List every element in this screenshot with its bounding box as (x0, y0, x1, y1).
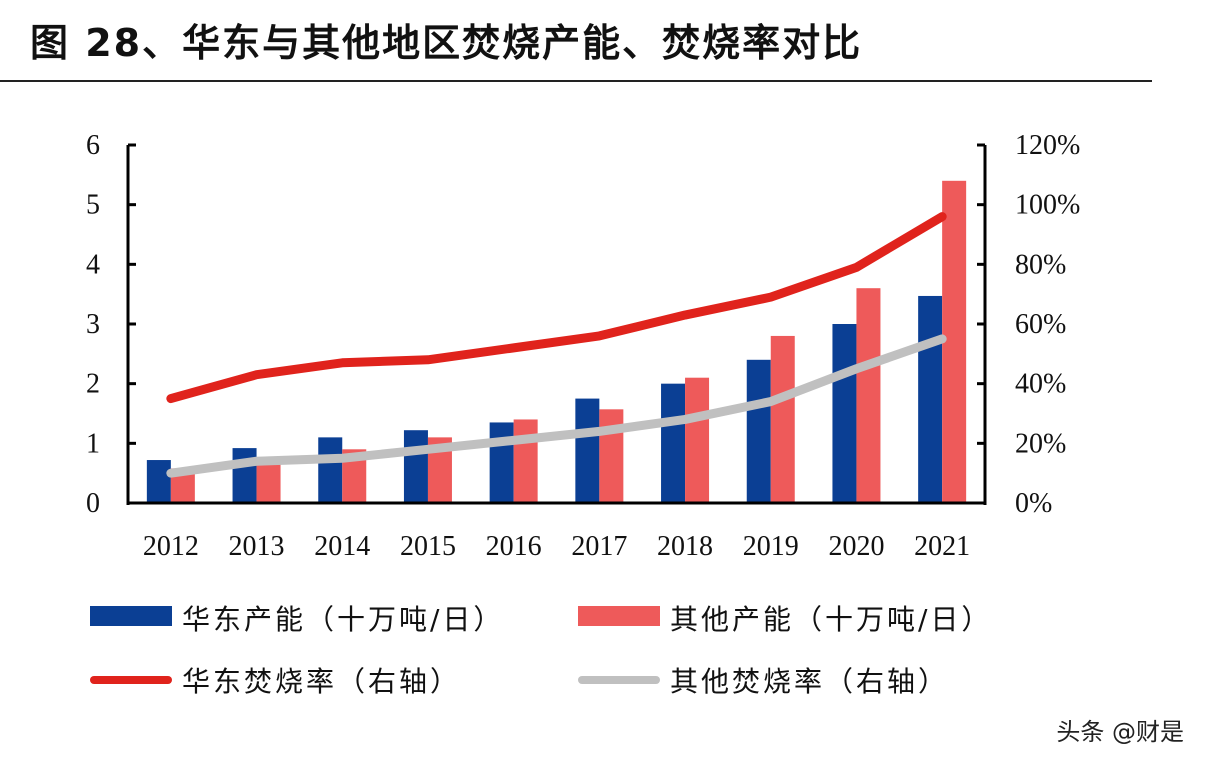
bar-2017-s0 (575, 398, 600, 503)
bar-2021-s0 (918, 295, 943, 503)
x-tick-label: 2017 (571, 531, 627, 562)
right-tick-label: 80% (1015, 249, 1066, 280)
left-tick-label: 0 (86, 488, 100, 519)
bar-2016-s0 (489, 422, 514, 503)
x-tick-label: 2021 (914, 531, 970, 562)
right-tick-label: 40% (1015, 369, 1066, 400)
bar-2019-s0 (746, 359, 771, 503)
right-tick-label: 0% (1015, 488, 1052, 519)
x-tick-label: 2014 (314, 531, 370, 562)
line-series-0 (166, 212, 947, 404)
bar-2018-s0 (661, 383, 686, 503)
bar-2017-s1 (599, 409, 624, 503)
legend-swatch (90, 606, 172, 626)
legend-label: 其他焚烧率（右轴） (670, 665, 950, 698)
bar-2016-s1 (513, 419, 538, 503)
left-tick-label: 1 (86, 428, 100, 459)
x-tick-label: 2019 (743, 531, 799, 562)
bar-2021-s1 (942, 180, 967, 504)
bar-2012-s0 (146, 460, 171, 503)
x-tick-label: 2015 (400, 531, 456, 562)
x-tick-label: 2012 (143, 531, 199, 562)
legend-swatch (578, 676, 660, 684)
left-tick-label: 4 (86, 249, 100, 280)
x-tick-label: 2018 (657, 531, 713, 562)
bar-2014-s0 (318, 437, 343, 503)
bar-2020-s0 (832, 324, 857, 503)
title-divider (0, 80, 1152, 82)
left-tick-label: 3 (86, 309, 100, 340)
legend-swatch (90, 676, 172, 684)
left-tick-label: 6 (86, 130, 100, 161)
left-tick-label: 2 (86, 369, 100, 400)
legend-swatch (578, 606, 660, 626)
line-series-1 (166, 334, 947, 478)
bar-2019-s1 (770, 335, 795, 503)
bar-2020-s1 (856, 288, 881, 503)
right-tick-label: 20% (1015, 428, 1066, 459)
legend-label: 华东产能（十万吨/日） (182, 603, 505, 636)
right-tick-label: 120% (1015, 130, 1080, 161)
right-tick-label: 100% (1015, 190, 1080, 221)
left-tick-label: 5 (86, 190, 100, 221)
chart-title: 图 28、华东与其他地区焚烧产能、焚烧率对比 (30, 21, 863, 65)
right-tick-label: 60% (1015, 309, 1066, 340)
x-tick-label: 2013 (229, 531, 285, 562)
watermark: 头条 @财是 (1056, 718, 1184, 746)
x-tick-label: 2016 (486, 531, 542, 562)
x-tick-label: 2020 (828, 531, 884, 562)
legend-label: 华东焚烧率（右轴） (182, 665, 462, 698)
legend-label: 其他产能（十万吨/日） (670, 603, 993, 636)
bar-2015-s0 (403, 430, 428, 503)
bar-2013-s0 (232, 448, 257, 503)
bar-2018-s1 (685, 377, 710, 503)
